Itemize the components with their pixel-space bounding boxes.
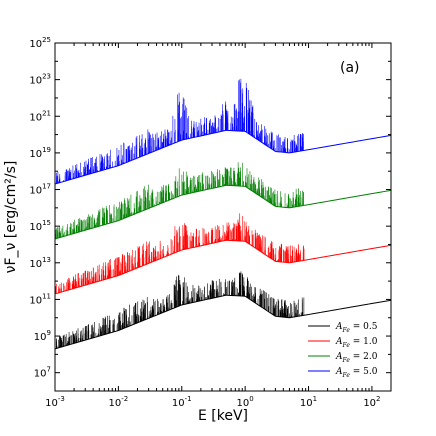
- y-tick-label: 109: [34, 329, 51, 343]
- y-tick-label: 1015: [29, 219, 51, 233]
- x-tick-label: 101: [300, 395, 317, 409]
- y-tick-label: 1011: [29, 292, 51, 306]
- y-axis: 107 109 1011 1013 1015 1017 1019 1021 1023 1025: [29, 36, 391, 392]
- legend: AFe = 0.5 AFe = 1.0 AFe = 2.0 AFe = 5.0: [308, 322, 378, 379]
- plot-frame: [54, 42, 392, 392]
- legend-label: AFe = 2.0: [335, 352, 378, 364]
- x-tick-label: 102: [363, 395, 380, 409]
- series-1: [55, 213, 391, 295]
- y-tick-label: 1025: [29, 36, 51, 50]
- x-tick-label: 10-2: [109, 395, 129, 409]
- x-axis: 10-3 10-2 10-1 100 101 102: [45, 43, 392, 409]
- series-0: [55, 271, 391, 350]
- legend-label: AFe = 0.5: [335, 322, 378, 334]
- y-tick-label: 1021: [29, 109, 51, 123]
- x-tick-label: 10-1: [172, 395, 192, 409]
- y-axis-label: νF_ν [erg/cm²/s]: [3, 161, 19, 274]
- panel-label: (a): [340, 60, 360, 76]
- legend-label: AFe = 5.0: [335, 367, 378, 379]
- y-tick-label: 1023: [29, 73, 51, 87]
- series-continuum-line: [55, 239, 391, 295]
- y-tick-label: 1017: [29, 183, 51, 197]
- y-tick-label: 107: [34, 366, 51, 380]
- y-tick-label: 1013: [29, 256, 51, 270]
- series-continuum-line: [55, 294, 391, 350]
- legend-label: AFe = 1.0: [335, 337, 378, 349]
- x-axis-label: E [keV]: [198, 408, 248, 424]
- x-tick-label: 100: [237, 395, 254, 409]
- y-tick-label: 1019: [29, 146, 51, 160]
- x-tick-label: 10-3: [45, 395, 65, 409]
- series-3: [55, 78, 391, 185]
- series-2: [55, 162, 391, 240]
- plot-area: [55, 78, 391, 350]
